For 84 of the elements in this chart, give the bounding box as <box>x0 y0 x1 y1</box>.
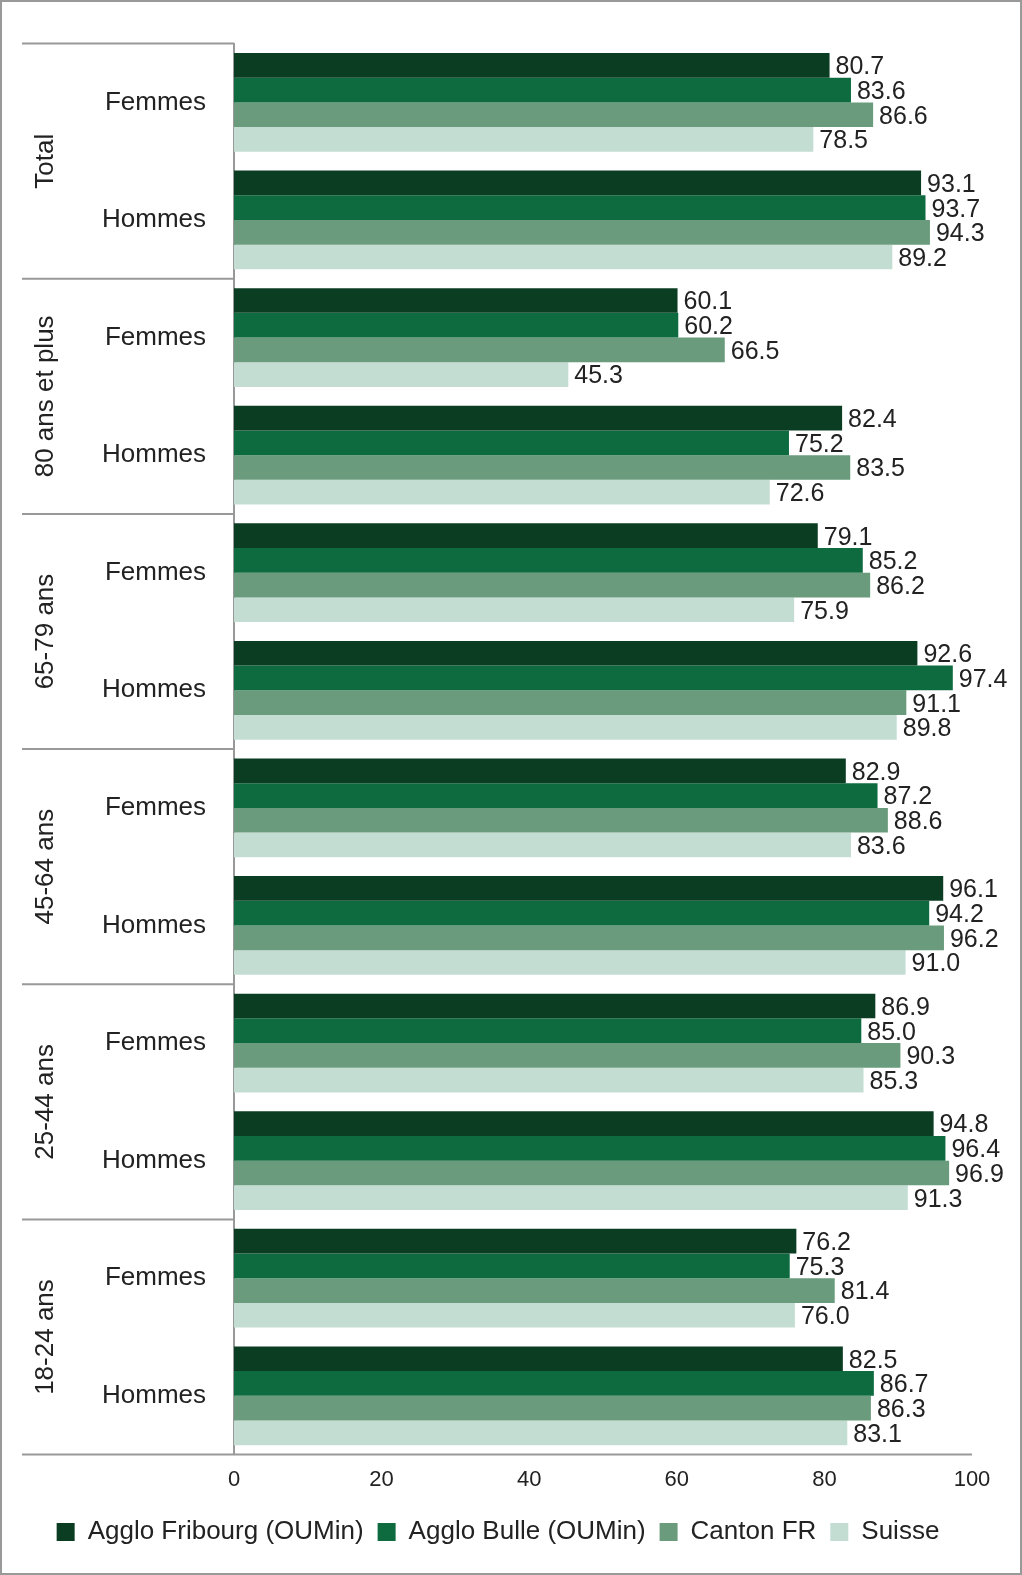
bar <box>234 900 930 926</box>
text: 18-24 ans <box>29 1279 60 1395</box>
bar <box>234 640 918 666</box>
y-tick-label: Hommes <box>101 1378 206 1409</box>
x-tick-label: 0 <box>227 1465 241 1491</box>
x-tick-label: 20 <box>369 1465 394 1491</box>
y-tick-label: Femmes <box>104 555 206 586</box>
bar <box>234 312 679 338</box>
bar <box>234 1160 950 1186</box>
y-tick-label: Femmes <box>104 320 206 351</box>
text: 65-79 ans <box>29 573 60 690</box>
bar <box>234 102 874 128</box>
legend-label: Agglo Fribourg (OUMin) <box>87 1515 364 1546</box>
text: 25-44 ans <box>29 1044 60 1160</box>
data-label: 78.5 <box>819 125 868 154</box>
y-tick-label: Femmes <box>104 85 206 116</box>
bar <box>234 170 922 196</box>
bar <box>234 1135 946 1161</box>
bar <box>234 337 725 363</box>
bar <box>234 1302 795 1328</box>
bar <box>234 1111 934 1136</box>
data-label: 82.4 <box>848 403 897 432</box>
y-tick-label: Hommes <box>101 438 206 469</box>
bar <box>234 1253 790 1279</box>
y-tick-label: Femmes <box>104 1261 206 1292</box>
bar <box>234 362 569 387</box>
bar <box>234 597 795 623</box>
bar <box>234 925 944 951</box>
x-tick-label: 40 <box>516 1465 542 1491</box>
text: Total <box>29 133 60 189</box>
bar <box>234 950 906 975</box>
x-tick-label: 60 <box>664 1465 690 1491</box>
y-tick-label: Femmes <box>104 791 206 822</box>
bar <box>234 455 851 480</box>
y-tick-label: Femmes <box>104 1026 206 1057</box>
y-tick-label: Hommes <box>101 673 206 704</box>
bar <box>234 1371 874 1396</box>
y-tick-label: Hommes <box>101 908 206 939</box>
bar <box>234 523 818 549</box>
data-label: 75.2 <box>794 428 844 457</box>
bar <box>234 807 888 833</box>
legend-label: Canton FR <box>690 1515 817 1546</box>
data-label: 45.3 <box>574 360 623 389</box>
bar <box>234 479 770 505</box>
bar <box>234 572 871 598</box>
data-label: 66.5 <box>730 335 780 364</box>
data-label: 72.6 <box>775 478 825 507</box>
legend-label: Suisse <box>861 1515 940 1546</box>
bar <box>234 1395 871 1421</box>
bar <box>234 832 851 858</box>
bar <box>234 690 907 715</box>
bar <box>234 783 878 808</box>
bar <box>234 876 944 901</box>
bar <box>234 548 863 573</box>
bar <box>234 430 789 456</box>
bar <box>234 1420 848 1446</box>
bar <box>234 1067 864 1093</box>
bar <box>234 195 926 220</box>
x-tick-label: 100 <box>953 1465 991 1491</box>
bar <box>234 1346 843 1372</box>
bar <box>234 127 814 152</box>
bar <box>234 758 846 784</box>
bar <box>234 1278 835 1303</box>
bar <box>234 993 876 1019</box>
bar <box>234 665 953 691</box>
bar <box>234 219 930 245</box>
bar <box>234 1043 901 1068</box>
x-tick-label: 80 <box>812 1465 837 1491</box>
y-tick-label: Hommes <box>101 203 206 234</box>
bar <box>234 1185 908 1211</box>
bar <box>234 244 893 270</box>
bar <box>234 53 830 78</box>
text: 45-64 ans <box>29 808 60 925</box>
bar <box>234 405 843 431</box>
legend-label: Agglo Bulle (OUMin) <box>408 1515 646 1546</box>
data-label: 75.9 <box>800 595 849 624</box>
y-tick-label: Hommes <box>101 1143 206 1174</box>
data-label: 83.5 <box>856 453 905 482</box>
bar <box>234 715 897 740</box>
bar <box>234 1018 862 1044</box>
bar <box>234 77 851 103</box>
text: 80 ans et plus <box>29 315 60 478</box>
bar <box>234 1228 797 1254</box>
bar <box>234 288 678 313</box>
